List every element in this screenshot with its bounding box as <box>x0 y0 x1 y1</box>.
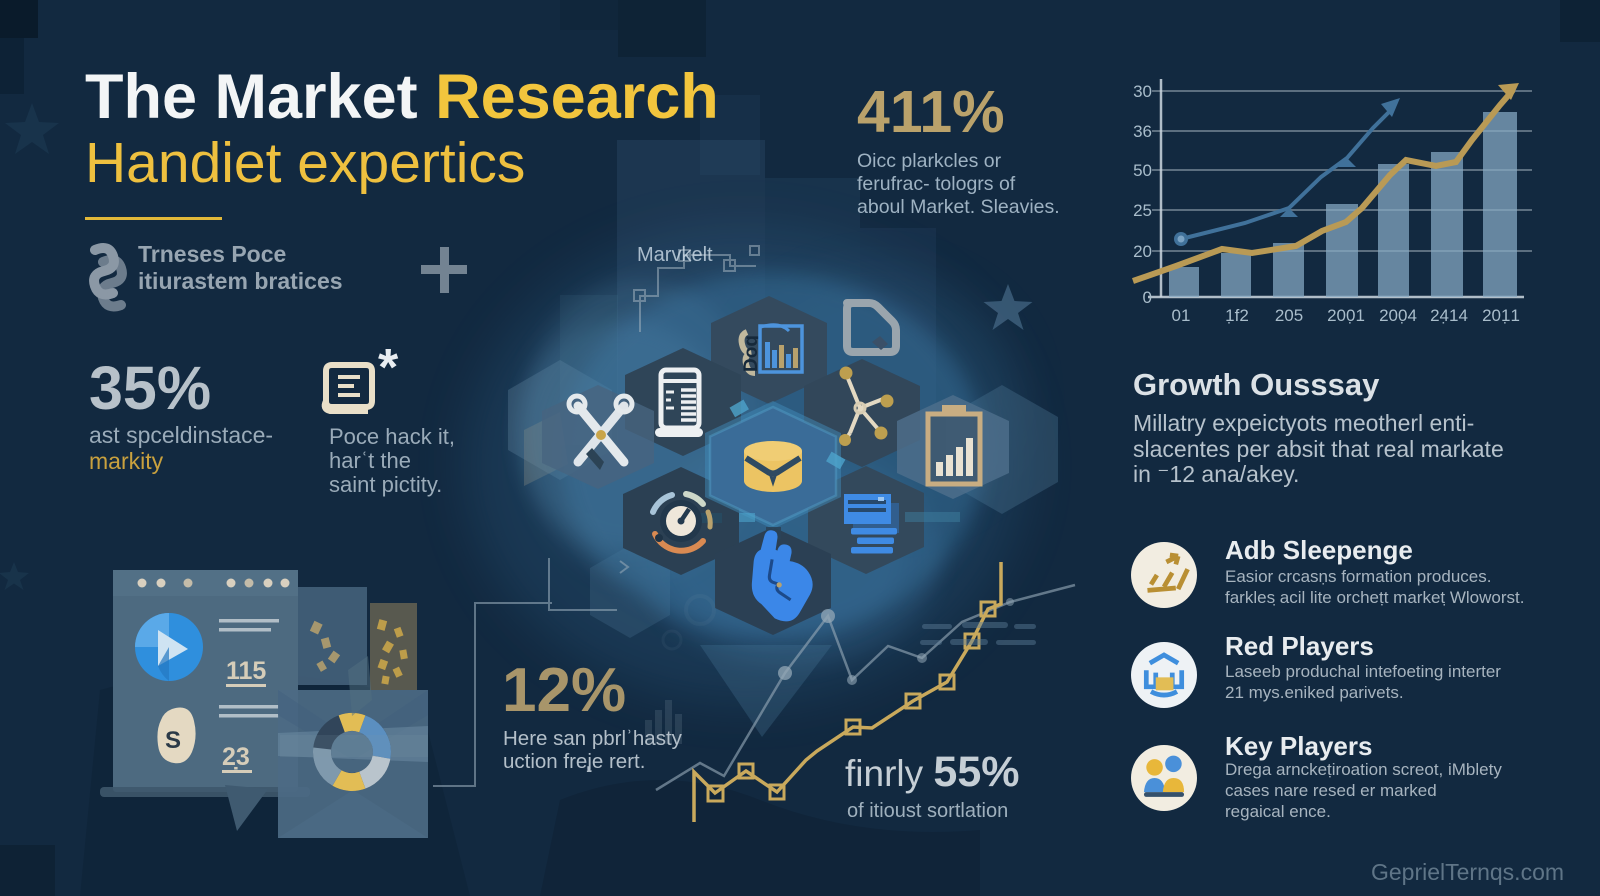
svg-text:115: 115 <box>226 657 266 685</box>
svg-text:30: 30 <box>1133 82 1152 101</box>
svg-text:Doq: Doq <box>741 335 762 372</box>
svg-text:200̣1: 200̣1 <box>1327 306 1365 325</box>
svg-text:*: * <box>378 339 399 397</box>
svg-text:1̣f2: 1̣f2 <box>1225 306 1249 325</box>
svg-text:25: 25 <box>1133 201 1152 220</box>
svg-text:36: 36 <box>1133 122 1152 141</box>
svg-text:01: 01 <box>1172 306 1191 325</box>
svg-text:205: 205 <box>1275 306 1303 325</box>
svg-text:0: 0 <box>1143 288 1152 307</box>
svg-text:50: 50 <box>1133 161 1152 180</box>
svg-text:201̣1: 201̣1 <box>1482 306 1520 325</box>
svg-text:24̣14: 24̣14 <box>1430 306 1468 325</box>
svg-text:2̣3: 2̣3 <box>222 743 250 771</box>
svg-text:200̣4: 200̣4 <box>1379 306 1417 325</box>
svg-text:S: S <box>165 727 181 754</box>
svg-text:20: 20 <box>1133 242 1152 261</box>
